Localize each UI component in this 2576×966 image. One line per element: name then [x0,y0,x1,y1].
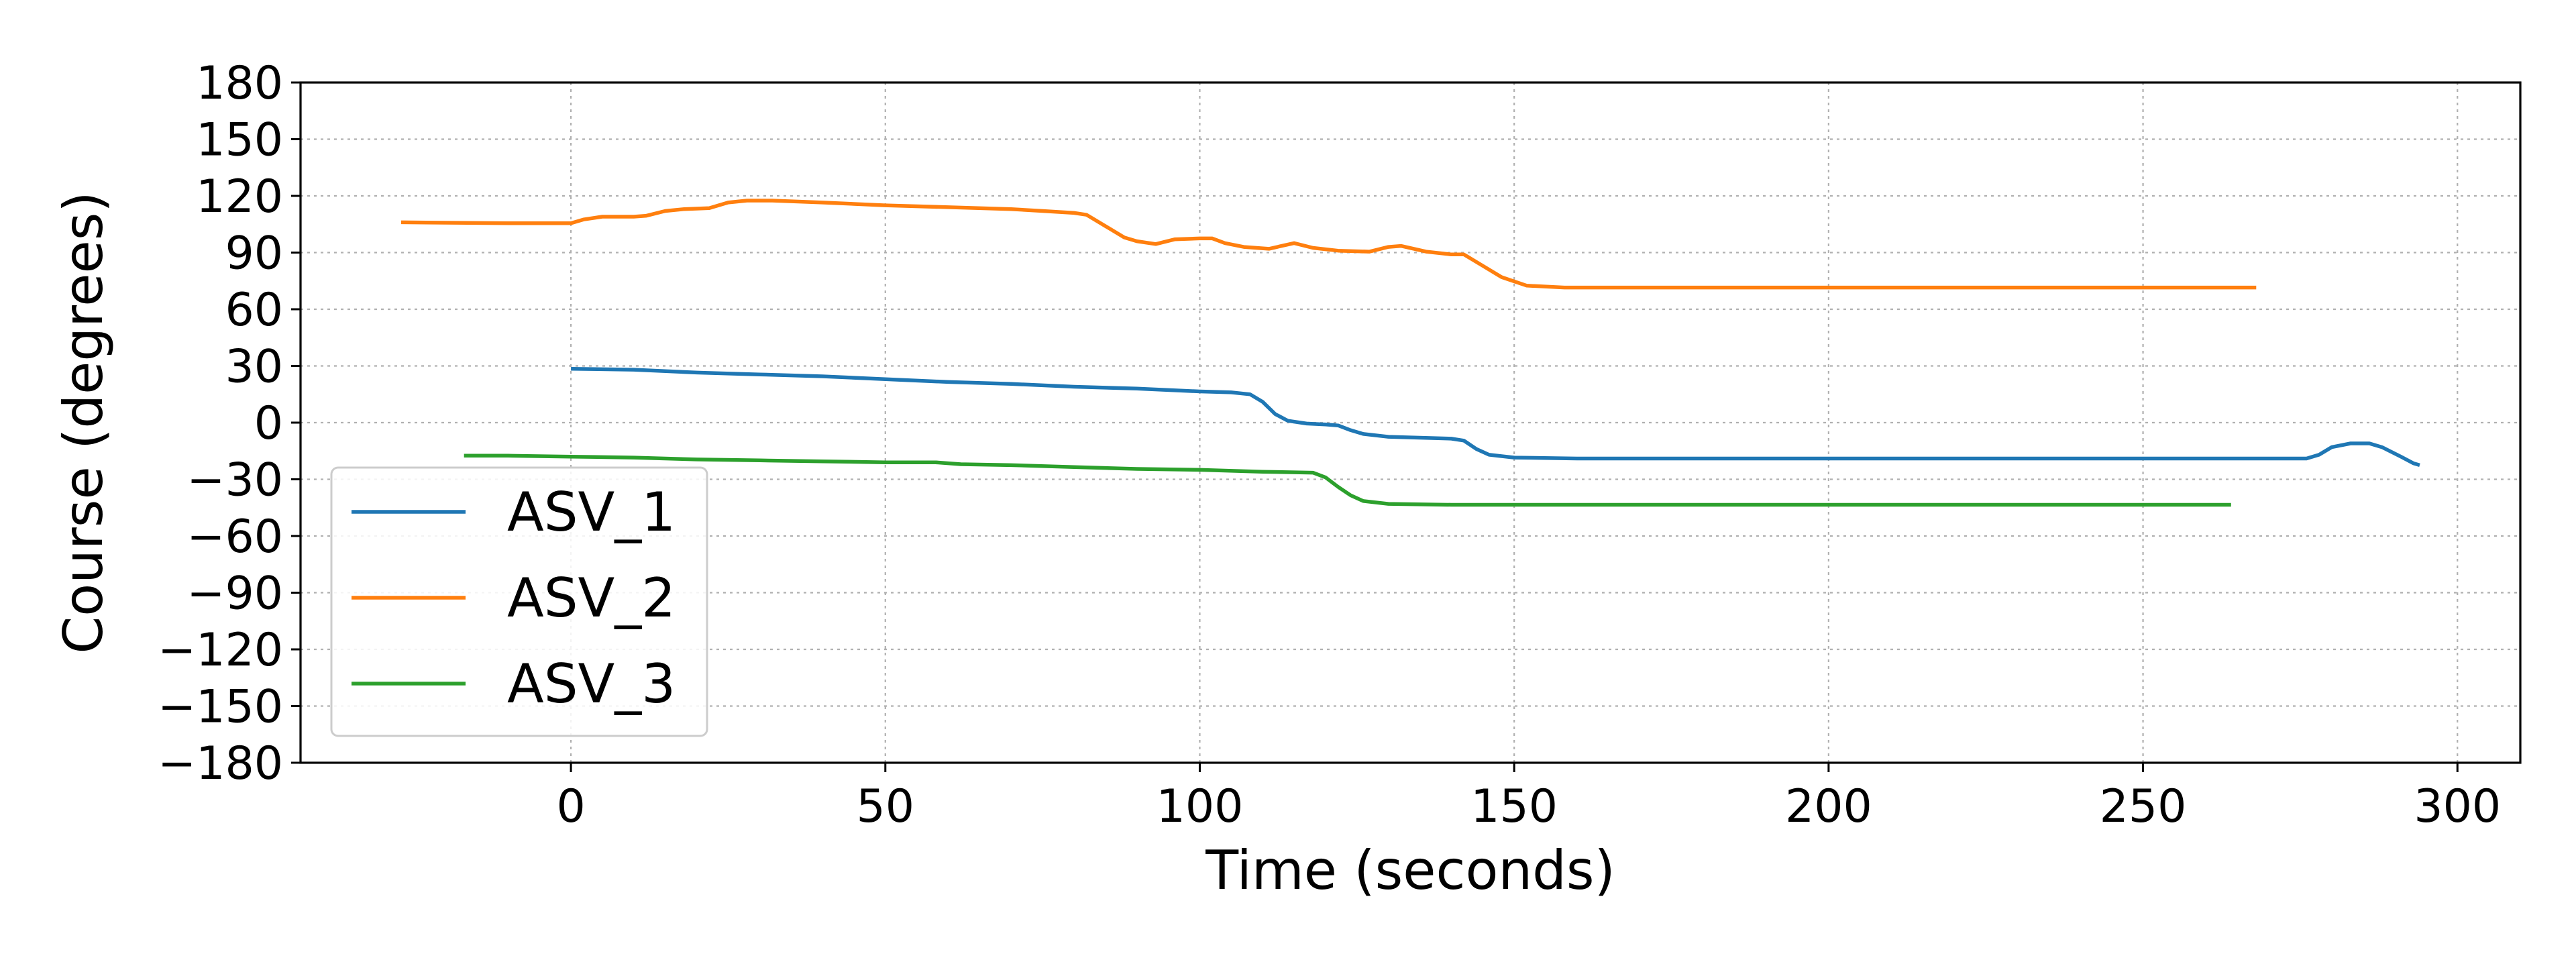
x-tick-label: 100 [1157,780,1244,833]
x-tick-label: 150 [1470,780,1558,833]
series-line-asv-1 [571,366,2420,468]
legend: ASV_1 ASV_2 ASV_3 [330,466,708,737]
y-tick-label: 60 [225,284,283,337]
y-tick-label: −90 [186,568,283,621]
x-axis-label: Time (seconds) [1205,839,1615,902]
x-tick-label: 50 [857,780,915,833]
tick-layer: 0 50 100 150 200 250 3001801501209060300−30−60… [158,57,2501,833]
y-tick-label: −30 [186,454,283,507]
legend-box [330,466,708,737]
y-tick-label: 90 [225,227,283,280]
series-line-asv-3 [464,453,2231,507]
y-tick-label: 30 [225,341,283,394]
y-tick-label: −60 [186,511,283,564]
y-tick-label: 120 [196,170,283,223]
y-tick-label: 0 [254,397,283,450]
x-tick-label: 0 [556,780,585,833]
x-tick-label: 200 [1785,780,1872,833]
legend-label-asv-1: ASV_1 [507,481,676,543]
y-axis-label: Course (degrees) [52,191,115,653]
y-tick-label: 150 [196,114,283,167]
y-tick-label: −180 [158,737,283,790]
series-line-asv-2 [400,199,2257,290]
legend-label-asv-3: ASV_3 [507,653,676,715]
y-tick-label: −150 [158,681,283,734]
y-tick-label: 180 [196,57,283,110]
series-layer [400,199,2420,507]
x-tick-label: 300 [2414,780,2501,833]
y-tick-label: −120 [158,624,283,677]
legend-label-asv-2: ASV_2 [507,567,676,629]
x-tick-label: 250 [2100,780,2187,833]
